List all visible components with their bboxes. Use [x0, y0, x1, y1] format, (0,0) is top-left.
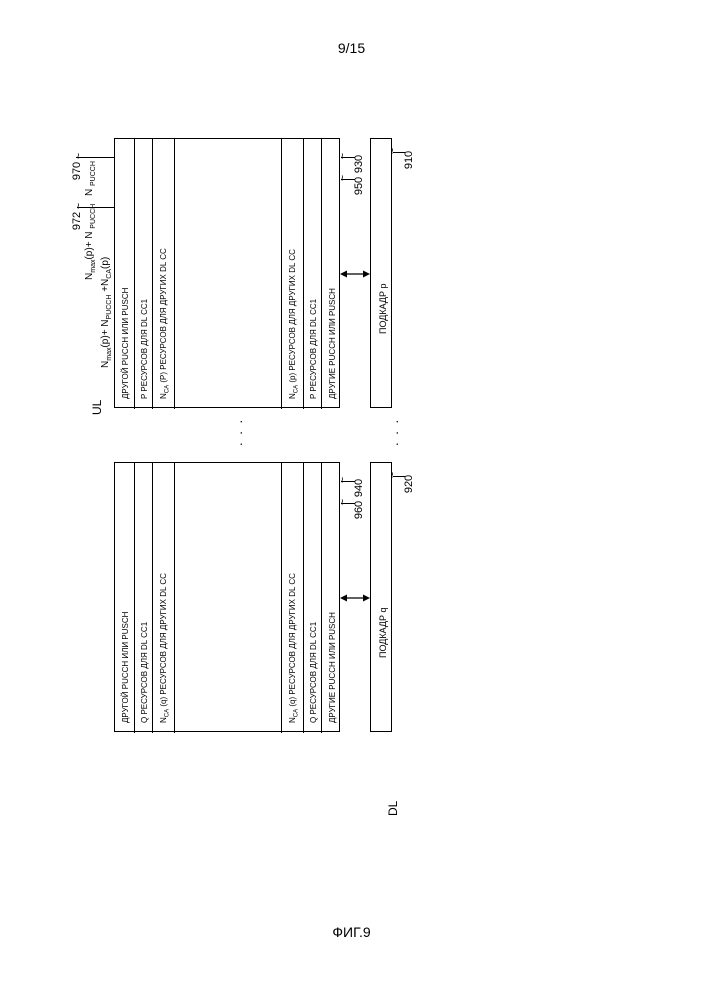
p-c5-t: P РЕСУРСОВ ДЛЯ DL CC1 — [309, 299, 318, 399]
p-c5: P РЕСУРСОВ ДЛЯ DL CC1 — [303, 139, 321, 409]
tilde-910b: ~ — [387, 148, 399, 154]
p-c1: ДРУГОЙ PUCCH ИЛИ PUSCH — [115, 139, 135, 409]
ref-940b: 940 — [353, 479, 365, 497]
dl-subframe-p-text: ПОДКАДР p — [378, 283, 388, 334]
tilde-940b: ~ — [337, 477, 349, 483]
ref-970b: 970 — [71, 162, 83, 180]
q-c5-t: Q РЕСУРСОВ ДЛЯ DL CC1 — [309, 622, 318, 723]
darrow-svg-q — [340, 592, 370, 604]
ul-block-q: ДРУГОЙ PUCCH ИЛИ PUSCH Q РЕСУРСОВ ДЛЯ DL… — [114, 462, 340, 732]
p-c3: NCA (P) РЕСУРСОВ ДЛЯ ДРУГИХ DL CC — [153, 139, 175, 409]
q-c2: Q РЕСУРСОВ ДЛЯ DL CC1 — [135, 463, 153, 733]
ul-axis-label: UL — [90, 400, 104, 415]
q-c1-t: ДРУГОЙ PUCCH ИЛИ PUSCH — [121, 612, 130, 723]
q-c5: Q РЕСУРСОВ ДЛЯ DL CC1 — [303, 463, 321, 733]
tilde-970b: ~ — [73, 153, 85, 159]
q-c1: ДРУГОЙ PUCCH ИЛИ PUSCH — [115, 463, 135, 733]
tilde-950b: ~ — [337, 175, 349, 181]
leadline-972 — [77, 207, 114, 208]
dl-subframe-p: ПОДКАДР p — [370, 138, 392, 408]
ul-block-p: ДРУГОЙ PUCCH ИЛИ PUSCH P РЕСУРСОВ ДЛЯ DL… — [114, 138, 340, 408]
page-number: 9/15 — [338, 40, 365, 56]
dl-subframe-q-text: ПОДКАДР q — [378, 607, 388, 658]
ref-930b: 930 — [353, 155, 365, 173]
lbl-970b: N PUCCH — [84, 161, 97, 196]
q-c4-t: NCA (q) РЕСУРСОВ ДЛЯ ДРУГИХ DL CC — [288, 573, 300, 723]
tilde-960b: ~ — [337, 499, 349, 505]
darrow-svg-p — [340, 268, 370, 280]
p-c4-t: NCA (p) РЕСУРСОВ ДЛЯ ДРУГИХ DL CC — [288, 249, 300, 399]
q-c2-t: Q РЕСУРСОВ ДЛЯ DL CC1 — [140, 622, 149, 723]
p-c2-t: P РЕСУРСОВ ДЛЯ DL CC1 — [140, 299, 149, 399]
ref-972b: 972 — [71, 212, 83, 230]
p-c2: P РЕСУРСОВ ДЛЯ DL CC1 — [135, 139, 153, 409]
lbl-974b: Nmax(p)+ NPUCCH +NCA(p) — [100, 257, 113, 368]
p-c1-t: ДРУГОЙ PUCCH ИЛИ PUSCH — [121, 288, 130, 399]
q-c3-t: NCA (q) РЕСУРСОВ ДЛЯ ДРУГИХ DL CC — [159, 573, 171, 723]
figure-label: ФИГ.9 — [332, 924, 370, 940]
lbl-972b: Nmax(p)+ N PUCCH — [84, 204, 97, 280]
ref-960b: 960 — [353, 501, 365, 519]
p-c6-t: ДРУГИЕ PUCCH ИЛИ PUSCH — [328, 288, 337, 399]
dots-pq: . . . — [230, 418, 245, 446]
dl-subframe-q: ПОДКАДР q — [370, 462, 392, 732]
q-c3: NCA (q) РЕСУРСОВ ДЛЯ ДРУГИХ DL CC — [153, 463, 175, 733]
ref-920b: 920 — [403, 475, 415, 493]
p-c3-t: NCA (P) РЕСУРСОВ ДЛЯ ДРУГИХ DL CC — [159, 248, 171, 399]
ref-950b: 950 — [353, 177, 365, 195]
figure-9: UL DL 970 ~ N PUCCH 972 ~ Nmax(p)+ N PUC… — [70, 110, 650, 890]
tilde-920b: ~ — [387, 472, 399, 478]
q-c6-t: ДРУГИЕ PUCCH ИЛИ PUSCH — [328, 612, 337, 723]
p-c4: NCA (p) РЕСУРСОВ ДЛЯ ДРУГИХ DL CC — [281, 139, 303, 409]
q-c4: NCA (q) РЕСУРСОВ ДЛЯ ДРУГИХ DL CC — [281, 463, 303, 733]
dl-axis-label2: DL — [386, 801, 400, 816]
tilde-930b: ~ — [337, 153, 349, 159]
dots-dl: . . . — [386, 418, 401, 446]
leadline-970 — [76, 157, 114, 158]
ref-910b: 910 — [403, 151, 415, 169]
